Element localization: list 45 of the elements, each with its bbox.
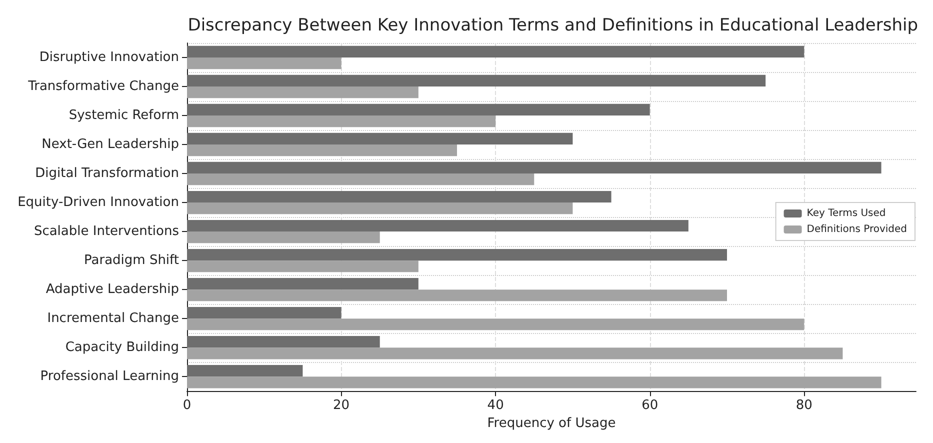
y-tick-label: Systemic Reform	[68, 108, 179, 124]
bar	[187, 248, 727, 261]
y-tick-label: Professional Learning	[40, 369, 179, 384]
bar	[187, 260, 418, 272]
bar	[187, 278, 418, 290]
y-tick-label: Transformative Change	[27, 79, 179, 94]
bar	[187, 104, 650, 116]
x-tick-label: 80	[796, 398, 812, 414]
bar	[187, 86, 418, 98]
y-tick-label: Scalable Interventions	[34, 224, 180, 240]
bar	[187, 364, 303, 377]
y-tick-label: Paradigm Shift	[84, 253, 179, 268]
legend-label: Key Terms Used	[806, 208, 886, 219]
y-tick-label: Capacity Building	[65, 340, 179, 356]
bar	[187, 348, 843, 360]
bar	[187, 220, 688, 232]
y-tick-label: Next-Gen Leadership	[42, 137, 179, 152]
bar	[187, 318, 804, 330]
y-tick-label: Equity-Driven Innovation	[18, 195, 179, 210]
bar	[187, 232, 380, 244]
x-tick-label: 60	[642, 398, 658, 414]
bar	[187, 144, 457, 156]
legend-label: Definitions Provided	[806, 224, 908, 235]
bar	[187, 74, 766, 87]
y-tick-label: Digital Transformation	[35, 166, 179, 182]
y-tick-label: Disruptive Innovation	[39, 50, 179, 66]
y-tick-label: Adaptive Leadership	[46, 282, 179, 298]
bar	[187, 376, 882, 388]
bar	[187, 336, 380, 348]
bar	[187, 132, 573, 145]
chart-title: Discrepancy Between Key Innovation Terms and Definitions in Educational Leadership	[188, 16, 918, 36]
x-tick-label: 40	[487, 398, 504, 414]
y-tick-label: Incremental Change	[47, 311, 179, 326]
x-tick-label: 20	[333, 398, 350, 414]
bar	[187, 174, 534, 186]
bar	[187, 116, 496, 128]
x-axis-title: Frequency of Usage	[487, 416, 616, 431]
bar	[187, 202, 573, 214]
x-tick-label: 0	[182, 398, 192, 414]
bar	[187, 190, 612, 203]
bar	[187, 58, 342, 70]
bar	[187, 162, 882, 174]
bar	[187, 46, 804, 58]
bar	[187, 306, 342, 319]
bar	[187, 290, 727, 302]
